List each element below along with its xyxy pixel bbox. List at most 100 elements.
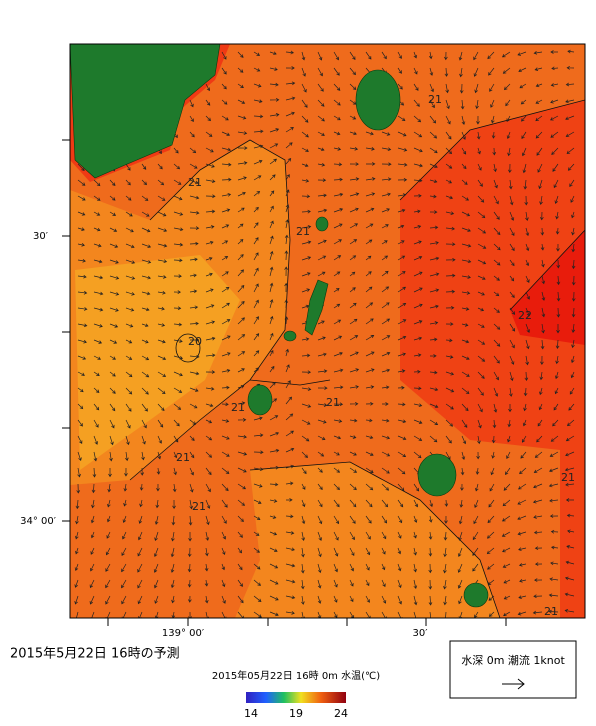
current-arrow [525, 291, 530, 300]
current-arrow [508, 179, 513, 190]
current-arrow [269, 51, 277, 56]
current-arrow [567, 419, 575, 427]
current-arrow [189, 115, 194, 123]
current-arrow [381, 255, 389, 261]
land [70, 44, 489, 608]
current-arrow [253, 83, 262, 88]
current-arrow [365, 435, 374, 440]
current-arrow [429, 288, 440, 293]
current-arrow [477, 227, 487, 234]
current-arrow [221, 67, 227, 75]
current-arrow [444, 51, 448, 61]
current-arrow [571, 259, 576, 270]
current-arrow [413, 547, 417, 556]
current-arrow [525, 339, 530, 350]
current-arrow [157, 259, 168, 264]
current-arrow [137, 563, 143, 573]
current-arrow [157, 371, 167, 377]
current-arrow [365, 351, 375, 357]
current-arrow [549, 451, 559, 457]
current-arrow [429, 304, 439, 309]
current-arrow [253, 67, 261, 72]
current-arrow [157, 179, 165, 186]
current-arrow [205, 320, 216, 325]
current-arrow [474, 83, 479, 94]
current-arrow [205, 467, 212, 476]
current-arrow [89, 611, 95, 618]
current-arrow [365, 207, 375, 213]
current-arrow [237, 239, 244, 245]
current-arrow [509, 371, 514, 382]
current-arrow [555, 227, 560, 235]
current-arrow [301, 403, 312, 408]
current-arrow [301, 256, 312, 261]
current-arrow [445, 211, 455, 215]
current-arrow [349, 435, 357, 439]
current-arrow [187, 563, 192, 573]
current-arrow [445, 147, 453, 155]
current-arrow [301, 147, 309, 152]
current-arrow [477, 243, 487, 249]
current-arrow [502, 563, 511, 568]
current-arrow [554, 195, 559, 205]
current-arrow [221, 595, 226, 604]
current-arrow [429, 387, 439, 392]
current-arrow [221, 83, 227, 90]
current-arrow [269, 220, 274, 229]
current-arrow [253, 267, 259, 277]
current-arrow [533, 51, 543, 55]
current-arrow [541, 323, 545, 334]
current-arrow [269, 547, 278, 552]
current-arrow [188, 515, 193, 526]
current-arrow [458, 595, 463, 605]
current-arrow [157, 419, 164, 428]
current-arrow [301, 240, 312, 245]
current-arrow [189, 354, 200, 359]
current-arrow [333, 99, 341, 106]
current-arrow [492, 419, 497, 429]
current-arrow [570, 371, 575, 379]
current-arrow [125, 195, 132, 201]
current-arrow [349, 351, 359, 357]
current-arrow [506, 115, 511, 122]
current-arrow [570, 195, 575, 203]
current-arrow [397, 563, 402, 572]
current-arrow [93, 179, 101, 187]
current-arrow [173, 195, 183, 201]
current-arrow [189, 273, 197, 278]
current-arrow [565, 99, 575, 104]
current-arrow [141, 387, 149, 395]
current-arrow [564, 467, 575, 472]
current-arrow [317, 403, 328, 407]
current-arrow [493, 243, 501, 251]
current-arrow [397, 240, 405, 245]
current-arrow [253, 159, 263, 165]
current-arrow [550, 115, 559, 121]
current-arrow [413, 531, 417, 539]
current-arrow [533, 483, 543, 489]
current-arrow [349, 302, 357, 309]
current-arrow [253, 144, 264, 149]
current-arrow [333, 223, 343, 229]
current-arrow [491, 115, 495, 124]
current-arrow [333, 579, 338, 588]
current-arrow [474, 499, 479, 509]
current-arrow [285, 447, 295, 453]
current-arrow [493, 275, 500, 281]
current-arrow [93, 403, 100, 411]
lat-label: 30′ [33, 231, 49, 242]
current-arrow [269, 282, 274, 293]
current-arrow [137, 579, 143, 589]
current-arrow [93, 243, 102, 248]
current-arrow [204, 595, 209, 604]
current-arrow [429, 337, 438, 342]
current-arrow [237, 161, 248, 165]
current-arrow [534, 562, 543, 566]
current-arrow [477, 211, 486, 219]
current-arrow [301, 99, 308, 108]
current-arrow [349, 318, 358, 325]
current-arrow [285, 364, 290, 373]
current-arrow [269, 431, 280, 437]
current-arrow [124, 467, 128, 477]
current-arrow [493, 355, 500, 364]
